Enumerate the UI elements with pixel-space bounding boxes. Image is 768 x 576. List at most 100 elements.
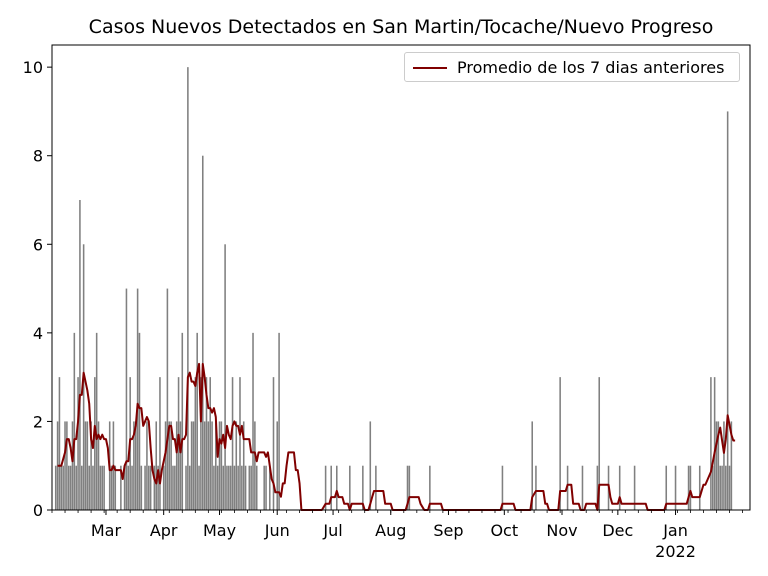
bar <box>721 465 723 510</box>
bar <box>581 465 584 510</box>
series-line-moving-average <box>57 362 736 511</box>
bar <box>598 377 601 510</box>
bar <box>228 465 230 510</box>
bar <box>166 288 169 510</box>
x-tick-label: Sep <box>433 521 463 540</box>
bar <box>710 377 712 510</box>
bar <box>324 465 327 510</box>
y-tick-label: 8 <box>33 147 43 166</box>
bar <box>164 421 167 510</box>
x-tick-label: Dec <box>602 521 633 540</box>
bar <box>215 421 217 510</box>
bar <box>559 377 561 510</box>
bar <box>181 332 184 510</box>
bar <box>90 421 92 510</box>
bar <box>268 465 271 510</box>
x-tick-label: Aug <box>375 521 406 540</box>
y-tick-label: 0 <box>33 501 43 520</box>
x-tick-label: Jan <box>662 521 688 540</box>
bar <box>81 465 83 510</box>
bar <box>278 332 280 510</box>
bar <box>92 465 94 510</box>
legend-line-swatch <box>413 67 447 69</box>
bar <box>665 465 668 510</box>
bar <box>242 421 245 510</box>
bar <box>60 465 63 510</box>
bar <box>54 465 57 510</box>
bar <box>198 465 200 510</box>
bar <box>408 465 411 510</box>
bar <box>69 465 72 510</box>
bar <box>330 465 332 510</box>
bar <box>241 465 243 510</box>
bar <box>218 421 221 510</box>
y-tick-label: 10 <box>23 58 43 77</box>
bar <box>349 465 351 510</box>
bar <box>723 421 725 510</box>
x-tick-label: Apr <box>150 521 178 540</box>
bar <box>213 465 215 510</box>
bar <box>62 465 64 510</box>
bar <box>531 421 533 510</box>
bar <box>99 465 102 510</box>
x-tick-label: Mar <box>91 521 122 540</box>
bar <box>120 465 122 510</box>
bar <box>618 465 621 510</box>
plot-frame <box>51 44 751 511</box>
legend-label: Promedio de los 7 dias anteriores <box>457 58 725 77</box>
bar <box>728 465 731 510</box>
bar <box>250 465 252 510</box>
y-tick-label: 4 <box>33 324 43 343</box>
bar <box>633 465 636 510</box>
bar <box>239 377 241 510</box>
bar <box>226 465 228 510</box>
legend: Promedio de los 7 dias anteriores <box>404 52 740 82</box>
chart-title: Casos Nuevos Detectados en San Martin/To… <box>88 16 714 38</box>
x-tick-label: Jul <box>322 521 342 540</box>
bar <box>201 155 204 510</box>
bar <box>207 421 210 510</box>
bar <box>97 421 100 510</box>
bar <box>58 377 61 510</box>
bar <box>138 332 141 510</box>
bar <box>194 377 197 510</box>
x-tick-year-label: 2022 <box>655 542 696 561</box>
bar <box>375 465 377 510</box>
bar <box>153 465 156 510</box>
bar <box>110 465 113 510</box>
bar <box>231 377 234 510</box>
x-tick-label: May <box>203 521 236 540</box>
bar <box>233 465 236 510</box>
bar <box>725 465 727 510</box>
bar <box>155 421 158 510</box>
bar <box>148 465 150 510</box>
bar <box>369 421 372 510</box>
bar <box>188 465 191 510</box>
x-tick-label: Jun <box>264 521 290 540</box>
bar <box>179 421 182 510</box>
bar <box>336 465 338 510</box>
bar <box>123 465 126 510</box>
bar <box>263 465 265 510</box>
bar <box>172 465 174 510</box>
bar <box>406 465 409 510</box>
bar <box>134 421 137 510</box>
bar <box>174 465 176 510</box>
bar <box>64 421 66 510</box>
bar <box>203 421 206 510</box>
bar <box>687 465 690 510</box>
bar <box>501 465 504 510</box>
bar <box>730 421 733 510</box>
bar <box>86 421 89 510</box>
bar <box>170 421 172 510</box>
bar <box>719 465 721 510</box>
bar <box>689 465 692 510</box>
bar <box>136 288 139 510</box>
bar <box>252 332 254 510</box>
bar <box>717 421 720 510</box>
bar <box>67 465 70 510</box>
bar <box>88 465 90 510</box>
bar <box>711 465 714 510</box>
